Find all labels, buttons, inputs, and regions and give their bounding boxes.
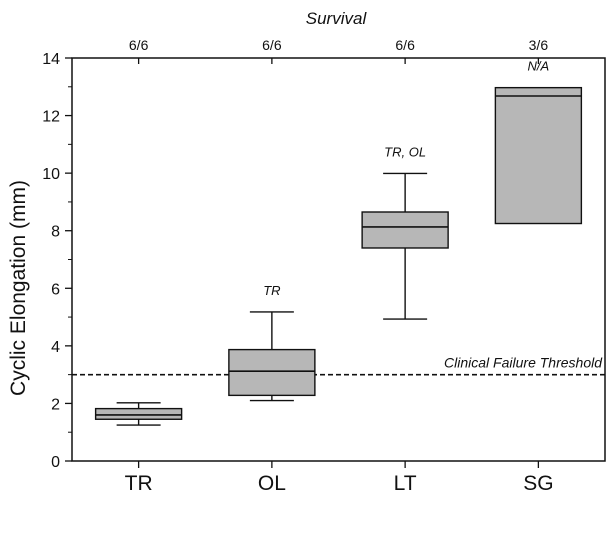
box-OL: [228, 348, 316, 397]
survival-label: 6/6: [262, 37, 282, 53]
threshold-label: Clinical Failure Threshold: [444, 355, 603, 371]
survival-label: 3/6: [529, 37, 549, 53]
top-axis-title: Survival: [306, 9, 368, 28]
x-tick-label: LT: [394, 472, 417, 495]
y-tick-label: 2: [51, 396, 60, 413]
significance-annotation: TR, OL: [384, 144, 426, 159]
x-tick-label: SG: [523, 472, 553, 495]
survival-label: 6/6: [395, 37, 415, 53]
y-axis-label: Cyclic Elongation (mm): [7, 180, 30, 396]
y-tick-label: 8: [51, 224, 60, 241]
box-LT: [361, 211, 449, 249]
x-tick-label: OL: [258, 472, 286, 495]
y-tick-label: 6: [51, 281, 60, 298]
box-TR: [94, 407, 183, 420]
y-tick-label: 14: [42, 51, 60, 68]
significance-annotation: N/A: [528, 59, 550, 74]
y-tick-label: 0: [51, 454, 60, 471]
y-tick-label: 4: [51, 339, 60, 356]
y-tick-label: 10: [42, 166, 60, 183]
y-tick-label: 12: [42, 109, 60, 126]
box-SG: [494, 86, 583, 225]
x-tick-label: TR: [125, 472, 153, 495]
significance-annotation: TR: [263, 283, 280, 298]
survival-label: 6/6: [129, 37, 149, 53]
